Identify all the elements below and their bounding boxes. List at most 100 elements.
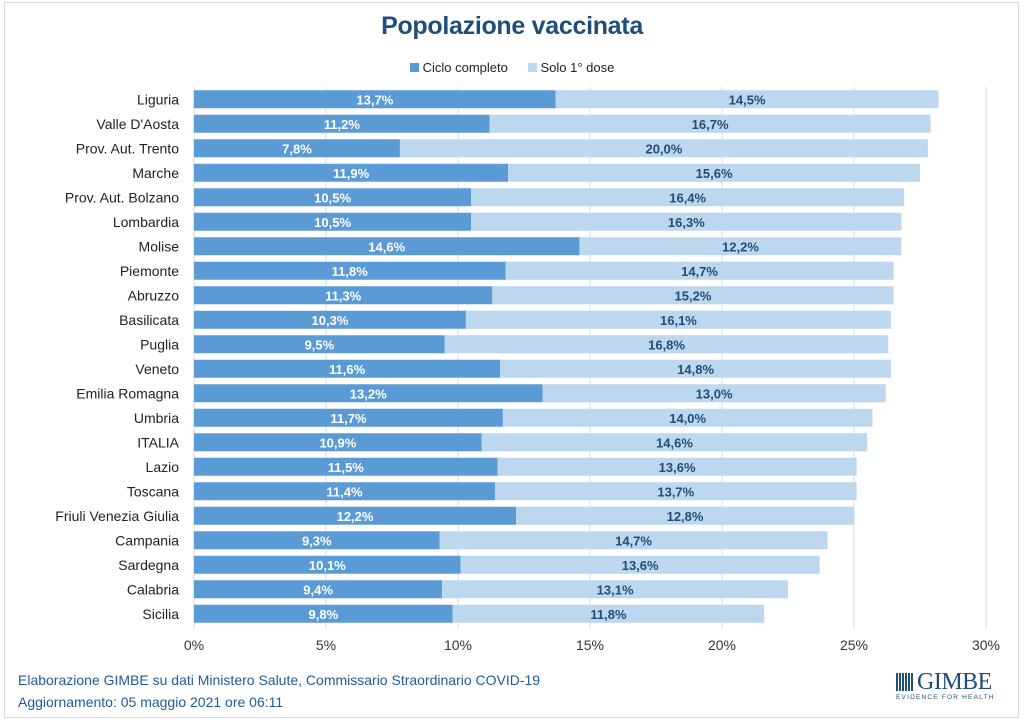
bar-ciclo-completo xyxy=(194,310,466,329)
category-label: Liguria xyxy=(137,91,179,107)
data-label: 14,6% xyxy=(656,435,693,450)
data-label: 13,7% xyxy=(657,484,694,499)
data-label: 14,7% xyxy=(615,533,652,548)
bar-ciclo-completo xyxy=(194,531,440,550)
bar-ciclo-completo xyxy=(194,457,498,476)
category-label: Umbria xyxy=(134,410,179,426)
data-label: 15,2% xyxy=(675,288,712,303)
bar-solo-prima-dose xyxy=(497,457,857,476)
category-label: ITALIA xyxy=(137,434,179,450)
data-label: 9,3% xyxy=(302,533,332,548)
data-label: 16,8% xyxy=(648,337,685,352)
category-label: Sicilia xyxy=(142,606,179,622)
bar-solo-prima-dose xyxy=(481,433,868,452)
data-label: 20,0% xyxy=(645,141,682,156)
bar-ciclo-completo xyxy=(194,335,445,354)
data-label: 11,4% xyxy=(326,484,363,499)
category-label: Marche xyxy=(132,165,179,181)
bar-ciclo-completo xyxy=(194,212,472,231)
data-label: 9,8% xyxy=(309,607,339,622)
gimbe-logo-text: GIMBE xyxy=(917,669,992,695)
bar-solo-prima-dose xyxy=(489,114,931,133)
footer-source: Elaborazione GIMBE su dati Ministero Sal… xyxy=(18,672,541,688)
category-label: Piemonte xyxy=(120,263,179,279)
legend-swatch-solo-prima-dose xyxy=(527,63,537,72)
bar-ciclo-completo xyxy=(194,384,543,403)
bar-ciclo-completo xyxy=(194,433,482,452)
category-label: Friuli Venezia Giulia xyxy=(55,508,179,524)
bar-ciclo-completo xyxy=(194,261,506,280)
data-label: 11,8% xyxy=(590,607,627,622)
data-label: 9,5% xyxy=(305,337,335,352)
bar-solo-prima-dose xyxy=(500,359,891,378)
category-label: Lazio xyxy=(146,459,180,475)
bar-ciclo-completo xyxy=(194,237,580,256)
data-label: 12,8% xyxy=(667,509,704,524)
data-label: 15,6% xyxy=(696,166,733,181)
bar-solo-prima-dose xyxy=(442,580,788,599)
data-label: 14,7% xyxy=(681,264,718,279)
bar-solo-prima-dose xyxy=(465,310,891,329)
category-label: Sardegna xyxy=(118,557,179,573)
category-label: Campania xyxy=(115,532,179,548)
data-label: 13,7% xyxy=(356,92,393,107)
category-label: Calabria xyxy=(127,581,179,597)
data-label: 11,6% xyxy=(329,362,366,377)
bar-ciclo-completo xyxy=(194,286,493,305)
bar-solo-prima-dose xyxy=(439,531,828,550)
category-label: Veneto xyxy=(135,361,179,377)
bar-solo-prima-dose xyxy=(505,261,894,280)
data-label: 11,2% xyxy=(324,117,361,132)
bar-ciclo-completo xyxy=(194,482,495,501)
data-label: 11,3% xyxy=(325,288,362,303)
data-label: 16,3% xyxy=(668,215,705,230)
bar-solo-prima-dose xyxy=(444,335,889,354)
data-label: 11,7% xyxy=(330,411,367,426)
bar-solo-prima-dose xyxy=(502,408,873,427)
data-label: 13,6% xyxy=(622,558,659,573)
bar-solo-prima-dose xyxy=(516,506,854,525)
gimbe-logo-tagline: EVIDENCE FOR HEALTH xyxy=(896,694,995,701)
category-label: Molise xyxy=(139,238,180,254)
data-label: 7,8% xyxy=(282,141,312,156)
bar-ciclo-completo xyxy=(194,604,453,623)
gimbe-logo: GIMBE EVIDENCE FOR HEALTH xyxy=(896,669,996,701)
data-label: 12,2% xyxy=(337,509,374,524)
data-label: 14,5% xyxy=(729,92,766,107)
data-label: 14,0% xyxy=(669,411,706,426)
category-label: Prov. Aut. Trento xyxy=(76,140,179,156)
data-label: 9,4% xyxy=(303,582,333,597)
data-label: 13,6% xyxy=(659,460,696,475)
bar-ciclo-completo xyxy=(194,359,501,378)
bar-solo-prima-dose xyxy=(579,237,902,256)
legend-label-solo-prima-dose: Solo 1° dose xyxy=(540,60,615,75)
x-tick-label: 0% xyxy=(184,637,204,653)
bar-ciclo-completo xyxy=(194,114,490,133)
bar-ciclo-completo xyxy=(194,408,503,427)
bar-solo-prima-dose xyxy=(399,139,928,158)
bar-solo-prima-dose xyxy=(555,90,939,109)
chart-legend: Ciclo completo Solo 1° dose xyxy=(0,60,1024,75)
x-tick-label: 25% xyxy=(840,637,868,653)
bar-ciclo-completo xyxy=(194,163,509,182)
gimbe-logo-icon xyxy=(896,673,914,691)
bar-solo-prima-dose xyxy=(471,188,905,207)
data-label: 10,1% xyxy=(309,558,346,573)
data-label: 14,6% xyxy=(368,239,405,254)
footer-updated: Aggiornamento: 05 maggio 2021 ore 06:11 xyxy=(18,694,284,710)
bar-solo-prima-dose xyxy=(452,604,765,623)
x-axis-ticks: 0% 5% 10% 15% 20% 25% 30% xyxy=(184,637,1000,653)
legend-label-ciclo-completo: Ciclo completo xyxy=(422,60,508,75)
bar-ciclo-completo xyxy=(194,139,400,158)
bar-solo-prima-dose xyxy=(508,163,920,182)
data-label: 12,2% xyxy=(722,239,759,254)
data-label: 13,1% xyxy=(597,582,634,597)
bar-solo-prima-dose xyxy=(460,555,820,574)
data-label: 14,8% xyxy=(677,362,714,377)
category-label: Abruzzo xyxy=(128,287,180,303)
category-labels: Liguria Valle D'Aosta Prov. Aut. Trento Mar… xyxy=(55,91,179,622)
data-label: 13,2% xyxy=(350,386,387,401)
data-label: 16,4% xyxy=(669,190,706,205)
x-tick-label: 30% xyxy=(972,637,1000,653)
